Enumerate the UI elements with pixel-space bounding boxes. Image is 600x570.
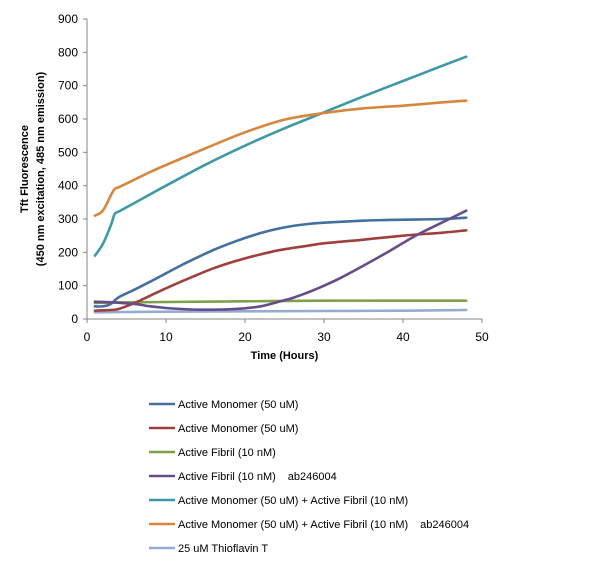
legend-label: 25 uM Thioflavin T: [178, 543, 268, 555]
series-line-4: [93, 209, 468, 312]
y-tick-label: 900: [58, 12, 78, 26]
legend-note: ab246004: [420, 519, 469, 531]
legend-item: Active Monomer (50 uM) + Active Fibril (…: [149, 495, 408, 507]
legend-item: Active Monomer (50 uM) + Active Fibril (…: [149, 519, 469, 531]
y-tick-label: 300: [58, 212, 78, 226]
y-tick-label: 100: [58, 279, 78, 293]
y-tick-label: 800: [58, 45, 78, 59]
ticks: 0 100 200 300 400 500 600 700 800 900 0 10 20 30 40 50: [58, 12, 489, 344]
y-tick-label: 0: [71, 312, 78, 326]
y-axis-label-line-1: Tft Fluorescence: [19, 125, 31, 213]
axes: [86, 19, 482, 320]
series-line-5: [93, 55, 468, 257]
legend-item: Active Fibril (10 nM): [149, 447, 276, 459]
legend-label: Active Fibril (10 nM): [178, 471, 276, 483]
legend-label: Active Monomer (50 uM) + Active Fibril (…: [178, 519, 408, 531]
series-line-6: [93, 99, 468, 217]
series-line-1: [93, 216, 468, 308]
y-axis-label-line-2: (450 nm excitation, 485 nm emission): [35, 71, 47, 266]
y-tick-label: 200: [58, 245, 78, 259]
y-tick-label: 500: [58, 145, 78, 159]
legend-item: Active Monomer (50 uM): [149, 399, 298, 411]
series-lines: [93, 55, 468, 314]
x-axis-label: Time (Hours): [251, 350, 319, 362]
x-tick-label: 50: [475, 330, 489, 344]
x-tick-label: 10: [159, 330, 173, 344]
legend: Active Monomer (50 uM) Active Monomer (50…: [149, 399, 469, 555]
y-tick-label: 700: [58, 79, 78, 93]
series-line-2: [93, 229, 468, 312]
x-tick-label: 30: [317, 330, 331, 344]
legend-label: Active Monomer (50 uM) + Active Fibril (…: [178, 495, 408, 507]
y-tick-label: 400: [58, 179, 78, 193]
legend-item: 25 uM Thioflavin T: [149, 543, 268, 555]
legend-label: Active Monomer (50 uM): [178, 423, 298, 435]
legend-label: Active Fibril (10 nM): [178, 447, 276, 459]
legend-item: Active Fibril (10 nM) ab246004: [149, 471, 337, 483]
legend-note: ab246004: [288, 471, 337, 483]
x-tick-label: 20: [238, 330, 252, 344]
x-tick-label: 40: [396, 330, 410, 344]
legend-label: Active Monomer (50 uM): [178, 399, 298, 411]
series-line-7: [93, 308, 468, 314]
x-tick-label: 0: [84, 330, 91, 344]
legend-item: Active Monomer (50 uM): [149, 423, 298, 435]
y-tick-label: 600: [58, 112, 78, 126]
